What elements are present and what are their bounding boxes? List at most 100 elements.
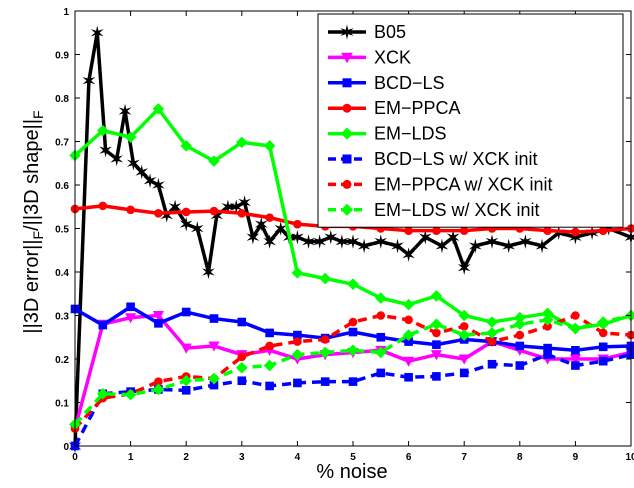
data-point: [535, 238, 549, 254]
data-point: [152, 383, 165, 396]
legend-entry: EM−PPCA: [328, 98, 461, 118]
data-point: [291, 267, 304, 279]
data-point: [624, 229, 634, 245]
legend-swatch-marker: [342, 103, 352, 113]
data-point: [598, 342, 608, 352]
data-point: [180, 343, 192, 354]
data-point: [335, 234, 349, 249]
legend-label: EM−PPCA: [374, 98, 461, 118]
data-point: [513, 318, 526, 331]
y-tick-label: 1: [63, 7, 69, 18]
y-tick-label: 0: [63, 442, 69, 453]
legend-entry: B05: [328, 22, 406, 42]
data-point: [293, 219, 302, 229]
x-tick-label: 3: [239, 452, 245, 463]
data-point: [626, 341, 634, 351]
data-point: [221, 199, 235, 215]
data-point: [569, 354, 581, 365]
y-tick-label: 0.4: [55, 268, 69, 279]
data-point: [263, 140, 276, 152]
data-point: [209, 314, 219, 323]
data-point: [347, 278, 359, 290]
data-point: [235, 361, 248, 374]
legend-entry: EM−LDS: [328, 124, 447, 144]
data-point: [402, 329, 415, 341]
data-point: [402, 247, 415, 262]
data-point: [346, 234, 360, 249]
data-point: [468, 238, 482, 254]
data-point: [404, 372, 413, 382]
data-point: [96, 387, 109, 400]
series-line: [73, 313, 632, 430]
data-point: [319, 272, 332, 285]
series-layer: [68, 25, 634, 454]
data-point: [237, 376, 247, 386]
data-point: [209, 206, 219, 216]
data-point: [626, 330, 634, 340]
data-point: [320, 377, 330, 386]
data-point: [376, 368, 386, 378]
data-point: [99, 142, 112, 158]
data-point: [254, 216, 268, 232]
data-point: [543, 322, 552, 331]
data-point: [457, 260, 471, 275]
data-point: [458, 309, 471, 322]
data-point: [541, 314, 554, 326]
legend-swatch-marker: [342, 78, 352, 88]
legend-label: EM−LDS w/ XCK init: [374, 200, 540, 220]
data-point: [210, 208, 224, 223]
data-point: [235, 136, 248, 149]
y-tick-label: 0.3: [55, 312, 69, 323]
data-point: [98, 320, 108, 330]
data-point: [152, 311, 164, 322]
data-point: [376, 311, 386, 320]
data-point: [391, 238, 404, 254]
data-point: [237, 208, 247, 218]
series-2: [70, 302, 634, 355]
data-point: [459, 226, 469, 235]
data-point: [154, 208, 163, 218]
y-axis-label: ||3D error||F/||3D shape||F: [21, 110, 46, 333]
data-point: [402, 298, 415, 311]
data-point: [347, 344, 359, 357]
legend-swatch-marker: [340, 203, 354, 216]
series-line: [73, 313, 632, 426]
data-point: [160, 208, 174, 223]
data-point: [320, 335, 330, 344]
y-tick-label: 0.9: [55, 51, 69, 62]
data-point: [82, 73, 96, 88]
data-point: [515, 341, 525, 351]
y-tick-label: 0.5: [55, 225, 69, 236]
data-point: [519, 234, 532, 249]
data-point: [597, 316, 610, 328]
data-point: [418, 229, 432, 245]
data-point: [348, 377, 358, 386]
data-point: [291, 348, 304, 361]
data-point: [569, 322, 582, 335]
x-tick-label: 8: [517, 452, 523, 463]
data-point: [263, 359, 276, 372]
data-point: [152, 177, 165, 193]
data-point: [432, 226, 441, 235]
data-point: [486, 316, 498, 328]
data-point: [513, 311, 526, 324]
data-point: [208, 341, 220, 352]
data-point: [181, 207, 191, 217]
data-point: [98, 201, 108, 211]
y-tick-label: 0.8: [55, 94, 69, 105]
data-point: [541, 307, 554, 320]
data-point: [127, 155, 140, 171]
y-tick-label: 0.2: [55, 355, 69, 366]
legend-box: [317, 13, 624, 228]
data-point: [374, 292, 387, 304]
data-point: [238, 195, 251, 210]
x-tick-label: 5: [350, 452, 356, 463]
data-point: [374, 234, 388, 249]
x-tick-label: 9: [573, 452, 579, 463]
data-point: [543, 343, 552, 353]
data-point: [237, 352, 247, 362]
data-point: [293, 330, 302, 340]
data-point: [430, 350, 442, 361]
data-point: [459, 368, 469, 378]
